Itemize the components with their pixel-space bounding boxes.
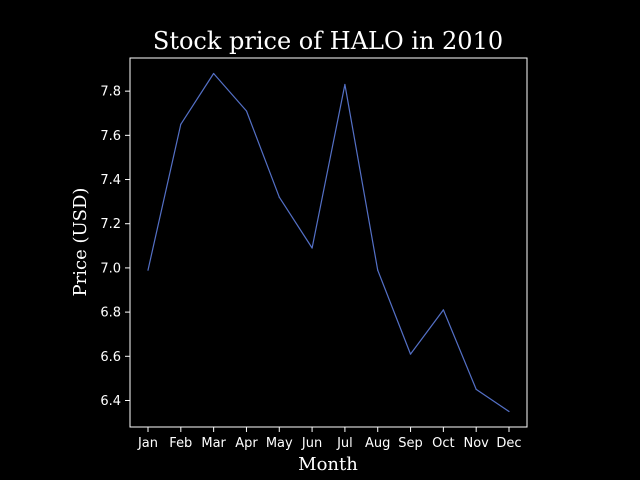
data-point — [344, 83, 346, 86]
series-line — [147, 72, 510, 412]
x-tick-label: Feb — [169, 436, 192, 451]
data-point — [278, 196, 280, 198]
x-tick-label: May — [266, 436, 293, 451]
x-tick-label: Jul — [336, 436, 353, 451]
y-tick-label: 6.8 — [100, 306, 121, 321]
data-point — [147, 269, 149, 271]
data-point — [409, 353, 412, 355]
x-tick-label: Sep — [398, 436, 423, 451]
x-axis-label: Month — [298, 454, 358, 475]
y-tick-label: 6.6 — [100, 350, 121, 365]
data-point — [213, 72, 215, 75]
y-tick-label: 7.8 — [100, 85, 121, 100]
x-tick-label: Oct — [432, 436, 454, 451]
plot-frame — [129, 57, 528, 428]
x-tick-label: Jun — [301, 436, 322, 451]
data-point — [311, 247, 313, 249]
x-tick-label: Jan — [137, 436, 158, 451]
data-point — [180, 123, 182, 125]
y-tick-label: 6.4 — [100, 394, 121, 409]
x-tick-label: Dec — [496, 436, 521, 451]
data-point — [245, 110, 248, 112]
x-tick-label: Aug — [365, 436, 390, 451]
x-tick-label: Nov — [463, 436, 489, 451]
data-point — [475, 388, 477, 391]
x-tick-label: Apr — [235, 436, 258, 451]
x-tick-label: Mar — [201, 436, 226, 451]
data-point — [508, 410, 510, 413]
y-tick-label: 7.0 — [100, 261, 121, 276]
y-axis-label: Price (USD) — [70, 188, 91, 297]
y-tick-label: 7.4 — [100, 173, 121, 188]
plot-area: Jan Feb Mar Apr May Jun Jul Aug Sep Oct Nov Dec 6.4 6… — [100, 57, 528, 451]
data-point — [377, 269, 379, 271]
y-tick-label: 7.2 — [100, 217, 121, 232]
data-point — [442, 309, 444, 311]
y-tick-label: 7.6 — [100, 129, 121, 144]
chart-title: Stock price of HALO in 2010 — [153, 27, 503, 55]
